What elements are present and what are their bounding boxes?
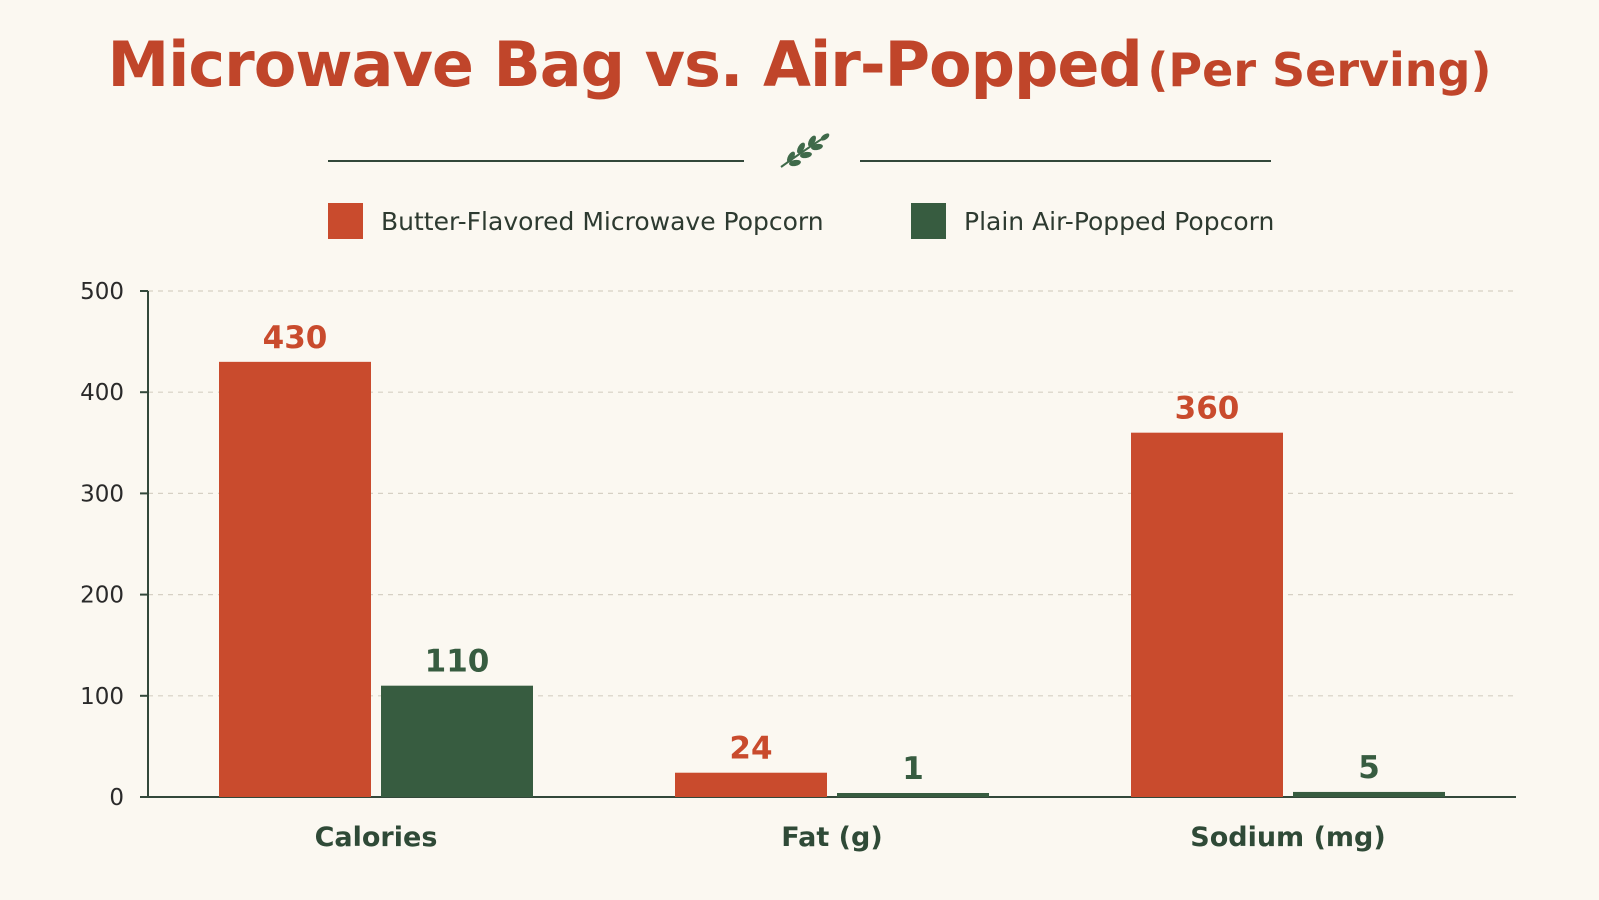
bar — [1131, 432, 1283, 797]
y-tick-label: 300 — [80, 481, 124, 507]
leaf-sprig-icon — [780, 133, 830, 168]
y-tick-label: 0 — [109, 785, 124, 811]
value-label: 24 — [729, 731, 772, 767]
value-label: 430 — [263, 320, 328, 356]
legend-swatch-air-popped — [911, 203, 946, 239]
bar — [381, 685, 533, 797]
legend-label-air-popped: Plain Air-Popped Popcorn — [964, 206, 1275, 236]
title-main: Microwave Bag vs. Air-Popped — [107, 28, 1142, 101]
legend-item-microwave: Butter-Flavored Microwave Popcorn — [328, 203, 824, 239]
value-label: 110 — [425, 644, 490, 680]
value-label: 360 — [1175, 391, 1240, 427]
divider-line-left — [328, 160, 744, 162]
y-tick-label: 200 — [80, 583, 124, 609]
bar — [837, 793, 989, 797]
legend-item-air-popped: Plain Air-Popped Popcorn — [911, 203, 1274, 239]
bar — [675, 772, 827, 797]
divider-line-right — [860, 160, 1271, 162]
x-category-label: Sodium (mg) — [1190, 822, 1385, 853]
x-category-label: Fat (g) — [781, 822, 882, 853]
bar — [219, 361, 371, 797]
bar — [1293, 791, 1445, 797]
legend-swatch-microwave — [328, 203, 363, 239]
y-tick-label: 500 — [80, 279, 124, 305]
title-subtitle: (Per Serving) — [1147, 43, 1492, 97]
x-category-label: Calories — [315, 822, 438, 853]
legend-label-microwave: Butter-Flavored Microwave Popcorn — [381, 206, 824, 236]
value-label: 5 — [1358, 750, 1380, 786]
y-tick-label: 400 — [80, 380, 124, 406]
y-tick-label: 100 — [80, 684, 124, 710]
value-label: 1 — [902, 751, 924, 787]
chart-title: Microwave Bag vs. Air-Popped (Per Servin… — [0, 28, 1599, 101]
